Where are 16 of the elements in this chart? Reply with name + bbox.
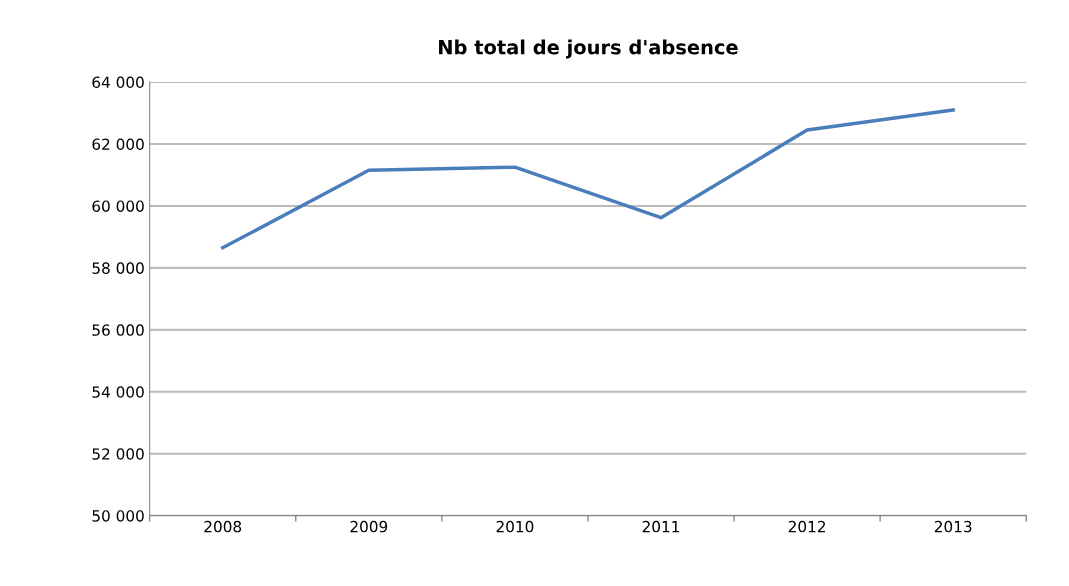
- x-tick-label: 2012: [788, 520, 825, 533]
- y-tick-label: 52 000: [92, 448, 144, 460]
- y-tick-label: 64 000: [92, 76, 144, 89]
- y-tick-label: 50 000: [92, 510, 144, 522]
- x-tick-label: 2009: [350, 520, 388, 533]
- y-tick-label: 54 000: [92, 386, 144, 398]
- y-tick-label: 58 000: [92, 262, 144, 274]
- chart-title: Nb total de jours d'absence: [439, 39, 738, 59]
- x-tick-label: 2013: [934, 520, 972, 533]
- line-series: [220, 108, 955, 250]
- y-tick-label: 62 000: [92, 138, 144, 151]
- x-tick-label: 2011: [642, 520, 680, 533]
- y-tick-label: 56 000: [92, 324, 144, 336]
- y-tick-label: 60 000: [92, 200, 144, 212]
- x-tick-label: 2010: [496, 520, 534, 533]
- x-tick-label: 2008: [204, 520, 242, 533]
